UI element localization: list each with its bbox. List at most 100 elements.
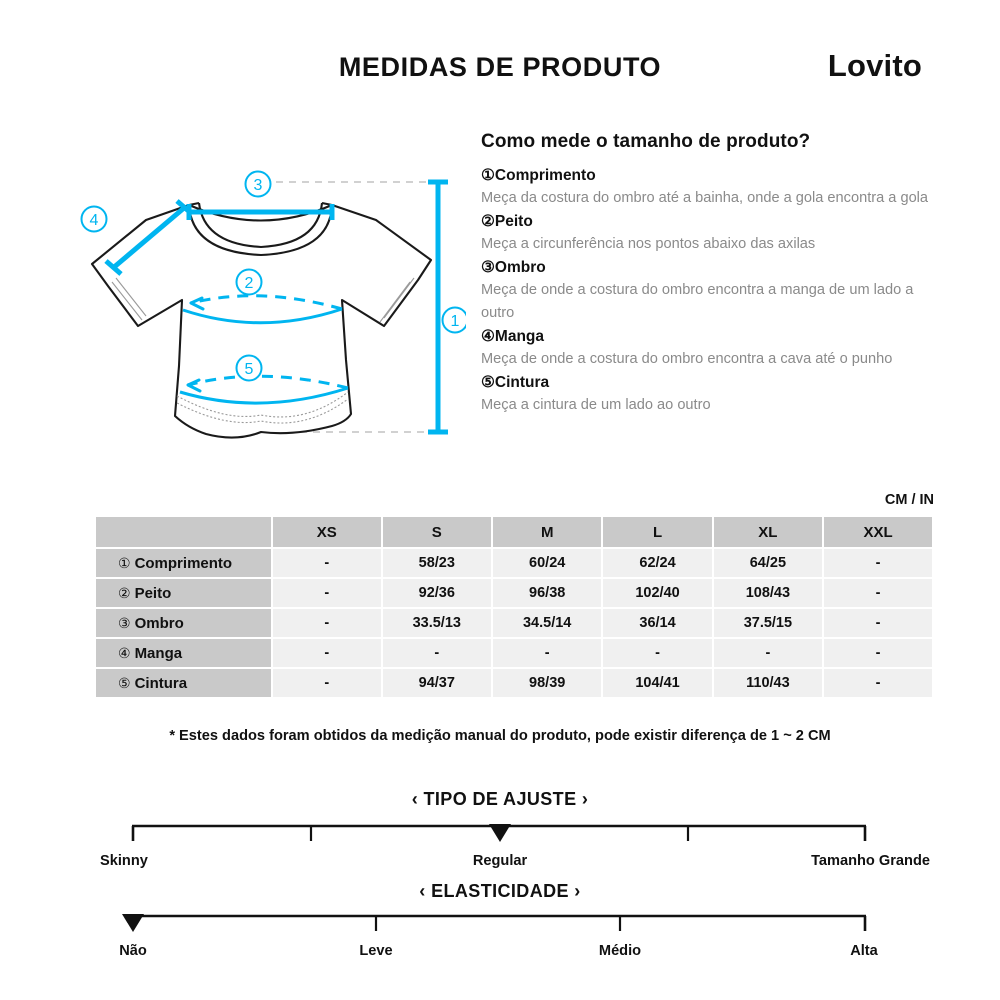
howto-item-comprimento: ①Comprimento Meça da costura do ombro at… xyxy=(481,164,936,210)
howto-desc-1: Meça da costura do ombro até a bainha, o… xyxy=(481,190,929,206)
row-label-3: Ombro xyxy=(134,614,184,632)
size-table-wrapper: XS S M L XL XXL ① Comprimento - 58/23 60/… xyxy=(94,515,934,699)
row-header-cintura: ⑤ Cintura xyxy=(96,669,271,697)
cell-ombro-s: 33.5/13 xyxy=(382,609,491,637)
row-label-1: Comprimento xyxy=(134,554,233,572)
howto-label-ombro: ③Ombro xyxy=(481,256,936,279)
howto-item-manga: ④Manga Meça de onde a costura do ombro e… xyxy=(481,325,936,371)
sleeve-measure-line xyxy=(104,199,194,276)
row-num-5: ⑤ xyxy=(118,674,131,691)
cell-comprimento-m: 60/24 xyxy=(492,549,602,577)
row-label-4: Manga xyxy=(134,644,183,662)
row-header-manga: ④ Manga xyxy=(96,639,271,667)
howto-name-5: Cintura xyxy=(494,374,550,391)
row-label-5: Cintura xyxy=(134,674,188,692)
cell-peito-xxl: - xyxy=(824,579,932,607)
howto-name-1: Comprimento xyxy=(494,167,596,184)
fit-scale-axis xyxy=(131,824,867,842)
fit-label-skinny: Skinny xyxy=(100,853,148,869)
howto-num-5: ⑤ xyxy=(481,374,495,391)
row-num-2: ② xyxy=(118,584,131,601)
table-row: ③ Ombro - 33.5/13 34.5/14 36/14 37.5/15 - xyxy=(96,609,932,637)
chest-measure-ellipse xyxy=(182,294,343,325)
howto-desc-4: Meça de onde a costura do ombro encontra… xyxy=(481,351,893,367)
size-table-head: XS S M L XL XXL xyxy=(96,517,932,547)
svg-text:3: 3 xyxy=(254,177,263,194)
cell-peito-m: 96/38 xyxy=(492,579,602,607)
cell-peito-s: 92/36 xyxy=(382,579,491,607)
cell-comprimento-xxl: - xyxy=(824,549,932,577)
row-num-3: ③ xyxy=(118,614,131,631)
cell-manga-l: - xyxy=(603,639,712,667)
sleeve-hem-stitching xyxy=(111,277,415,323)
col-header-xxl: XXL xyxy=(824,517,932,547)
howto-label-cintura: ⑤Cintura xyxy=(481,371,936,394)
elasticity-scale-marker xyxy=(122,914,144,932)
cell-manga-xxl: - xyxy=(824,639,932,667)
cell-cintura-m: 98/39 xyxy=(492,669,602,697)
howto-name-3: Ombro xyxy=(494,259,546,276)
cell-peito-l: 102/40 xyxy=(603,579,712,607)
howto-item-cintura: ⑤Cintura Meça a cintura de um lado ao ou… xyxy=(481,371,936,417)
how-to-measure-title: Como mede o tamanho de produto? xyxy=(481,131,811,152)
col-header-xl: XL xyxy=(713,517,823,547)
page-title: MEDIDAS DE PRODUTO xyxy=(338,52,662,82)
diagram-marker-waist: 5 xyxy=(235,354,263,382)
fit-scale-marker xyxy=(489,824,511,842)
cell-cintura-xs: - xyxy=(272,669,381,697)
elasticity-scale: Não Leve Médio Alta xyxy=(0,908,1000,965)
row-header-comprimento: ① Comprimento xyxy=(96,549,271,577)
howto-num-1: ① xyxy=(481,167,495,184)
length-measure-line xyxy=(428,179,448,435)
diagram-marker-sleeve: 4 xyxy=(80,205,108,233)
measurement-footnote: * Estes dados foram obtidos da medição m… xyxy=(169,728,831,744)
row-header-peito: ② Peito xyxy=(96,579,271,607)
fit-type-heading: ‹ TIPO DE AJUSTE › xyxy=(411,789,589,809)
diagram-marker-shoulder: 3 xyxy=(244,170,272,198)
svg-text:4: 4 xyxy=(90,212,99,229)
cell-comprimento-xs: - xyxy=(272,549,381,577)
howto-desc-3: Meça de onde a costura do ombro encontra… xyxy=(481,282,914,321)
row-header-ombro: ③ Ombro xyxy=(96,609,271,637)
cell-manga-xs: - xyxy=(272,639,381,667)
elasticity-scale-axis xyxy=(122,914,867,932)
elasticity-label-alta: Alta xyxy=(850,943,878,959)
howto-desc-5: Meça a cintura de um lado ao outro xyxy=(481,397,711,413)
cell-comprimento-s: 58/23 xyxy=(382,549,491,577)
cell-cintura-l: 104/41 xyxy=(603,669,712,697)
howto-label-peito: ②Peito xyxy=(481,210,936,233)
cell-ombro-xs: - xyxy=(272,609,381,637)
howto-name-4: Manga xyxy=(494,328,544,345)
howto-num-3: ③ xyxy=(481,259,495,276)
howto-num-2: ② xyxy=(481,213,495,230)
how-to-measure-section: Como mede o tamanho de produto? ①Comprim… xyxy=(481,131,936,417)
howto-item-ombro: ③Ombro Meça de onde a costura do ombro e… xyxy=(481,256,936,325)
elasticity-label-medio: Médio xyxy=(598,943,642,959)
svg-text:5: 5 xyxy=(245,361,254,378)
diagram-marker-length: 1 xyxy=(441,306,469,334)
cell-manga-xl: - xyxy=(713,639,823,667)
table-row: ④ Manga - - - - - - xyxy=(96,639,932,667)
howto-name-2: Peito xyxy=(494,213,533,230)
table-corner-cell xyxy=(96,517,271,547)
col-header-xs: XS xyxy=(272,517,381,547)
cell-peito-xs: - xyxy=(272,579,381,607)
diagram-marker-chest: 2 xyxy=(235,268,263,296)
fit-type-scale: Skinny Regular Tamanho Grande xyxy=(0,818,1000,875)
table-header-row: XS S M L XL XXL xyxy=(96,517,932,547)
howto-item-peito: ②Peito Meça a circunferência nos pontos … xyxy=(481,210,936,256)
col-header-m: M xyxy=(492,517,602,547)
cell-peito-xl: 108/43 xyxy=(713,579,823,607)
cell-cintura-xxl: - xyxy=(824,669,932,697)
cell-ombro-m: 34.5/14 xyxy=(492,609,602,637)
row-num-4: ④ xyxy=(118,644,131,661)
cell-manga-m: - xyxy=(492,639,602,667)
howto-num-4: ④ xyxy=(481,328,495,345)
fit-scale-labels: Skinny Regular Tamanho Grande xyxy=(0,853,1000,875)
table-row: ⑤ Cintura - 94/37 98/39 104/41 110/43 - xyxy=(96,669,932,697)
row-num-1: ① xyxy=(118,554,131,571)
elasticity-label-nao: Não xyxy=(119,943,147,959)
howto-desc-2: Meça a circunferência nos pontos abaixo … xyxy=(481,236,816,252)
elasticity-label-leve: Leve xyxy=(359,943,393,959)
